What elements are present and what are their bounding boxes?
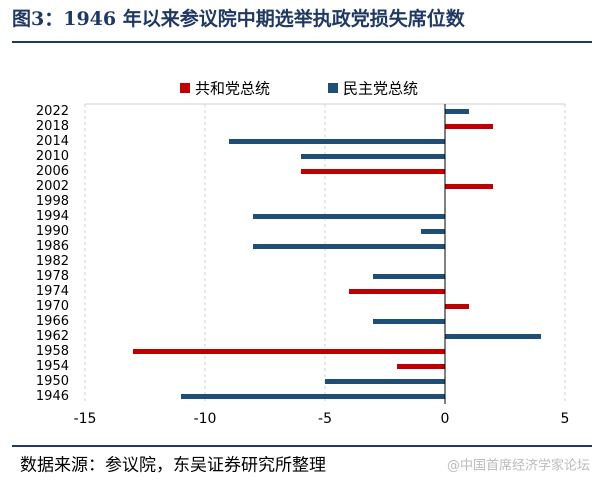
x-tick-label: -10	[194, 411, 217, 427]
bar	[301, 154, 445, 159]
y-tick-label: 2022	[36, 104, 69, 119]
legend-swatch	[328, 83, 338, 93]
x-tick-label: 5	[561, 411, 570, 427]
legend-swatch	[180, 83, 190, 93]
legend-label: 共和党总统	[195, 80, 270, 98]
bar	[253, 214, 445, 219]
title: 图3：1946 年以来参议院中期选举执政党损失席位数	[12, 7, 466, 30]
bar	[445, 109, 469, 114]
bar	[181, 394, 445, 399]
bar	[229, 139, 445, 144]
y-tick-label: 1994	[36, 209, 69, 224]
bar	[253, 244, 445, 249]
bar	[445, 124, 493, 129]
x-tick-label: 0	[441, 411, 450, 427]
y-tick-label: 1970	[36, 299, 69, 314]
bar	[373, 274, 445, 279]
bar	[301, 169, 445, 174]
y-tick-label: 1990	[36, 224, 69, 239]
y-tick-label: 1978	[36, 269, 69, 284]
y-tick-label: 1946	[36, 389, 69, 404]
y-tick-label: 2010	[36, 149, 69, 164]
y-tick-label: 1982	[36, 254, 69, 269]
y-tick-label: 1966	[36, 314, 69, 329]
y-tick-label: 1958	[36, 344, 69, 359]
bar	[445, 334, 541, 339]
bar	[397, 364, 445, 369]
y-tick-label: 1950	[36, 374, 69, 389]
y-tick-label: 1998	[36, 194, 69, 209]
y-tick-label: 2014	[36, 134, 69, 149]
watermark: @中国首席经济学家论坛	[447, 458, 590, 474]
source: 数据来源：参议院，东吴证券研究所整理	[20, 456, 326, 476]
bar	[133, 349, 445, 354]
y-tick-label: 2018	[36, 119, 69, 134]
y-tick-label: 1986	[36, 239, 69, 254]
bar	[373, 319, 445, 324]
bar	[421, 229, 445, 234]
y-tick-label: 1954	[36, 359, 69, 374]
y-tick-label: 2002	[36, 179, 69, 194]
bar	[445, 184, 493, 189]
x-tick-label: -5	[318, 411, 332, 427]
y-tick-label: 2006	[36, 164, 69, 179]
bar	[445, 304, 469, 309]
bar	[349, 289, 445, 294]
y-tick-label: 1962	[36, 329, 69, 344]
y-tick-label: 1974	[36, 284, 69, 299]
bar	[325, 379, 445, 384]
legend-label: 民主党总统	[343, 80, 418, 98]
x-tick-label: -15	[74, 411, 97, 427]
